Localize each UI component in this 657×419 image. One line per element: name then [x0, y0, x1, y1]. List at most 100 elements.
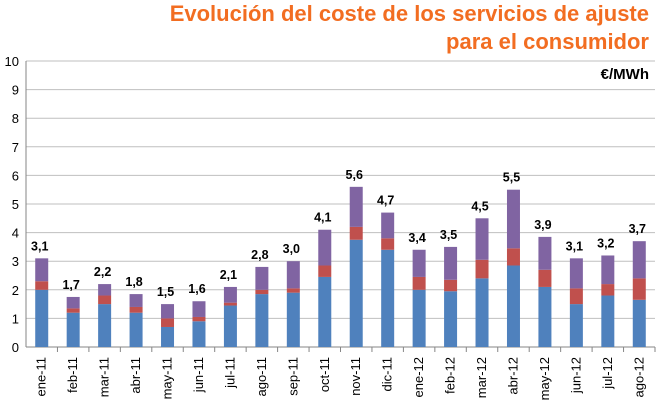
bar-segment	[255, 289, 269, 295]
bar-total-label: 4,1	[314, 211, 331, 225]
bar-segment	[192, 301, 206, 317]
bar-segment	[35, 281, 49, 290]
bar-total-label: 4,5	[471, 199, 488, 213]
bar-segment	[66, 312, 80, 347]
x-tick-label: oct-11	[317, 357, 332, 392]
bar-segment	[412, 276, 426, 290]
bar-total-label: 1,5	[157, 285, 174, 299]
x-tick-label: ene-12	[411, 357, 426, 397]
x-tick-label: nov-11	[348, 357, 363, 396]
bar-segment	[223, 305, 237, 347]
bar-total-label: 3,1	[566, 239, 583, 253]
bar-total-label: 2,1	[220, 268, 237, 282]
x-tick-label: may-12	[537, 357, 552, 400]
x-tick-label: feb-11	[65, 357, 80, 393]
y-tick-label: 0	[12, 340, 19, 355]
x-tick-label: dic-11	[380, 357, 395, 391]
bar-segment	[35, 258, 49, 282]
y-tick-label: 1	[12, 311, 19, 326]
bar-segment	[318, 276, 332, 347]
bar-segment	[381, 212, 395, 239]
bar-segment	[412, 249, 426, 277]
bar-total-label: 5,6	[346, 168, 363, 182]
x-tick-label: feb-12	[443, 357, 458, 394]
x-tick-label: jun-12	[568, 357, 583, 394]
bar-segment	[601, 295, 615, 347]
bar-total-label: 3,7	[629, 222, 646, 236]
bar-segment	[286, 292, 300, 347]
x-tick-label: mar-12	[474, 357, 489, 398]
bar-total-label: 3,0	[283, 242, 300, 256]
bar-total-label: 4,7	[377, 194, 394, 208]
bar-segment	[632, 278, 646, 300]
bar-segment	[349, 226, 363, 240]
bar-segment	[223, 286, 237, 303]
bar-segment	[538, 286, 552, 347]
bar-segment	[569, 258, 583, 289]
bar-segment	[349, 186, 363, 227]
bar-total-label: 2,8	[251, 248, 268, 262]
x-tick-label: abr-12	[505, 357, 520, 395]
bar-segment	[444, 246, 458, 280]
bar-segment	[538, 236, 552, 270]
bar-segment	[412, 289, 426, 347]
y-tick-label: 2	[12, 283, 19, 298]
bar-total-label: 1,8	[125, 275, 142, 289]
bar-segment	[444, 291, 458, 347]
bar-segment	[161, 326, 175, 347]
x-tick-label: jul-12	[600, 357, 615, 390]
bar-segment	[98, 295, 112, 305]
bar-segment	[506, 265, 520, 347]
y-tick-label: 3	[12, 254, 19, 269]
bar-total-label: 3,2	[597, 236, 614, 250]
bar-segment	[192, 321, 206, 347]
bar-segment	[161, 304, 175, 319]
bar-segment	[129, 294, 143, 307]
chart-title-line-1: Evolución del coste de los servicios de …	[169, 1, 649, 26]
bar-segment	[632, 241, 646, 279]
bar-segment	[506, 248, 520, 266]
x-tick-label: may-11	[160, 357, 175, 399]
bar-segment	[538, 269, 552, 287]
bar-segment	[475, 259, 489, 279]
bar-segment	[475, 278, 489, 347]
bar-segment	[569, 304, 583, 347]
x-tick-label: mar-11	[97, 357, 112, 397]
bar-segment	[66, 296, 80, 309]
bar-segment	[255, 266, 269, 290]
bar-segment	[506, 189, 520, 249]
bar-total-label: 5,5	[503, 171, 520, 185]
bar-segment	[192, 316, 206, 322]
y-tick-label: 4	[12, 226, 19, 241]
bar-segment	[601, 284, 615, 296]
bar-segment	[601, 255, 615, 285]
bar-segment	[569, 288, 583, 305]
unit-label: €/MWh	[600, 66, 649, 83]
x-tick-label: sep-11	[285, 357, 300, 396]
bar-total-label: 3,4	[408, 231, 425, 245]
bar-total-label: 1,6	[188, 282, 205, 296]
y-tick-label: 5	[12, 197, 19, 212]
y-tick-label: 7	[12, 140, 19, 155]
bar-segment	[129, 306, 143, 313]
x-tick-label: abr-11	[128, 357, 143, 394]
chart-title-line-2: para el consumidor	[446, 29, 649, 54]
y-tick-label: 6	[12, 168, 19, 183]
bar-total-label: 1,7	[62, 278, 79, 292]
bar-segment	[349, 239, 363, 347]
bar-segment	[223, 302, 237, 306]
bar-segment	[318, 229, 332, 266]
bar-segment	[98, 304, 112, 347]
y-tick-label: 8	[12, 111, 19, 126]
bar-segment	[475, 218, 489, 260]
y-tick-label: 9	[12, 83, 19, 98]
bar-segment	[98, 284, 112, 296]
x-tick-label: jul-11	[222, 357, 237, 389]
bar-segment	[444, 279, 458, 292]
bar-total-label: 2,2	[94, 265, 111, 279]
bar-total-label: 3,5	[440, 228, 457, 242]
y-tick-label: 10	[5, 54, 19, 69]
bar-total-label: 3,1	[31, 239, 48, 253]
bar-segment	[66, 308, 80, 313]
